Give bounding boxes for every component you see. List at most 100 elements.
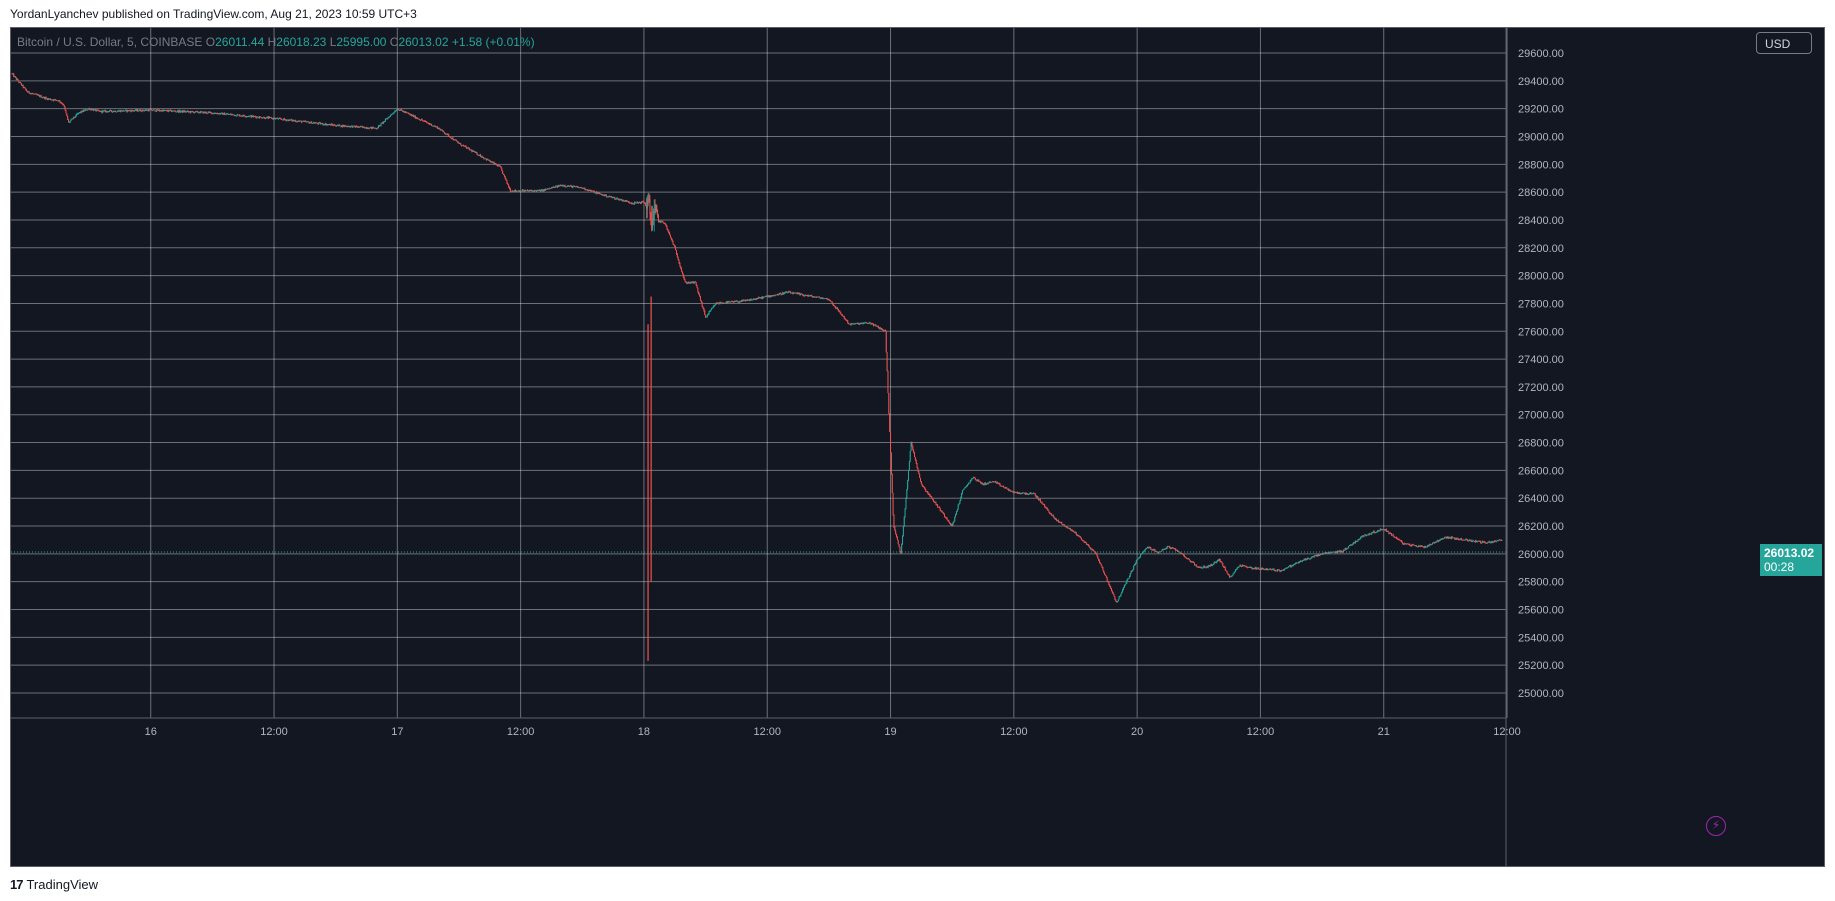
- candle-body: [1314, 555, 1316, 557]
- candle-body: [437, 127, 439, 129]
- candle-body: [1432, 542, 1434, 545]
- candle-body: [74, 116, 76, 118]
- candle-body: [1313, 555, 1315, 557]
- candle-body: [497, 165, 499, 167]
- candle-body: [696, 285, 698, 288]
- candle-body: [16, 79, 18, 81]
- candle-body: [656, 205, 658, 212]
- candle-body: [769, 295, 771, 297]
- candle-body: [101, 110, 103, 113]
- candle-body: [264, 118, 266, 120]
- candle-body: [956, 509, 958, 512]
- candle-body: [678, 260, 680, 263]
- candle-body: [32, 93, 34, 95]
- candle-body: [1297, 562, 1299, 564]
- candle-body: [1147, 547, 1149, 549]
- candle-body: [251, 115, 253, 118]
- candle-body: [460, 143, 462, 146]
- candle-body: [1479, 541, 1481, 543]
- candle-body: [1345, 548, 1347, 550]
- currency-button[interactable]: USD: [1756, 32, 1812, 54]
- price-chart[interactable]: 25000.0025200.0025400.0025600.0025800.00…: [11, 28, 1825, 867]
- candle-body: [433, 125, 435, 127]
- candle-body: [457, 142, 459, 144]
- candle-body: [222, 112, 224, 115]
- candle-body: [887, 371, 889, 394]
- candle-body: [1075, 532, 1077, 535]
- candle-body: [104, 110, 106, 112]
- candle-body: [328, 124, 330, 126]
- candle-body: [27, 91, 29, 93]
- candle-body: [1065, 526, 1067, 527]
- candle-body: [1464, 539, 1466, 541]
- candle-body: [926, 491, 928, 493]
- candle-body: [239, 114, 241, 117]
- candle-body: [226, 113, 228, 115]
- candle-body: [116, 111, 118, 113]
- lightning-icon[interactable]: ⚡: [1706, 816, 1726, 836]
- candle-body: [794, 292, 796, 294]
- candle-body: [746, 299, 748, 301]
- candle-body: [687, 282, 689, 284]
- candle-body: [1085, 542, 1087, 544]
- candle-body: [691, 281, 693, 283]
- candle-body: [238, 114, 240, 116]
- candle-body: [967, 482, 969, 485]
- candle-body: [888, 393, 890, 414]
- candle-body: [1474, 540, 1476, 543]
- candle-body: [1417, 546, 1419, 548]
- candle-body: [586, 189, 588, 191]
- candle-body: [752, 299, 754, 301]
- candle-body: [493, 162, 495, 165]
- candle-body: [1048, 510, 1050, 513]
- candle-body: [1354, 541, 1356, 544]
- candle-body: [166, 110, 168, 112]
- candle-body: [108, 111, 110, 113]
- candle-body: [348, 126, 350, 128]
- candle-body: [1126, 580, 1128, 584]
- candle-body: [1098, 558, 1100, 561]
- candle-body: [184, 111, 186, 113]
- candle-body: [1217, 559, 1219, 562]
- publish-info: YordanLyanchev published on TradingView.…: [10, 7, 417, 21]
- candle-body: [640, 202, 642, 204]
- candle-body: [1430, 543, 1432, 545]
- candle-body: [298, 121, 300, 122]
- candle-body: [634, 202, 636, 205]
- candle-body: [808, 295, 810, 297]
- candle-body: [1113, 594, 1115, 597]
- candle-body: [1304, 559, 1306, 561]
- candle-body: [1462, 539, 1464, 541]
- candle-body: [1031, 493, 1033, 495]
- candle-body: [303, 120, 305, 122]
- candle-body: [1186, 557, 1188, 559]
- candle-body: [96, 109, 98, 112]
- candle-body: [1366, 534, 1368, 536]
- candle-body: [859, 323, 861, 325]
- candle-body: [385, 118, 387, 120]
- candle-body: [369, 127, 371, 129]
- candle-body: [1488, 541, 1490, 543]
- candle-body: [994, 481, 996, 483]
- candle-body: [938, 507, 940, 508]
- candle-body: [805, 295, 807, 296]
- candle-body: [144, 110, 146, 112]
- candle-body: [118, 110, 120, 112]
- candle-body: [880, 328, 882, 330]
- candle-body: [1246, 566, 1248, 568]
- candle-body: [54, 99, 56, 101]
- candle-body: [860, 323, 862, 324]
- candle-body: [1181, 553, 1183, 554]
- chart-panel[interactable]: 25000.00 25200.00 25400.00 25600.00 25800.00…: [10, 27, 1825, 867]
- candle-body: [169, 110, 171, 111]
- candle-body: [544, 189, 546, 191]
- candle-body: [682, 274, 684, 277]
- candle-body: [177, 110, 179, 113]
- candle-body: [663, 222, 665, 224]
- candle-body: [206, 113, 208, 114]
- candle-body: [585, 189, 587, 191]
- candle-body: [692, 281, 694, 283]
- candle-body: [219, 113, 221, 115]
- candle-body: [1063, 524, 1065, 526]
- candle-body: [1457, 538, 1459, 540]
